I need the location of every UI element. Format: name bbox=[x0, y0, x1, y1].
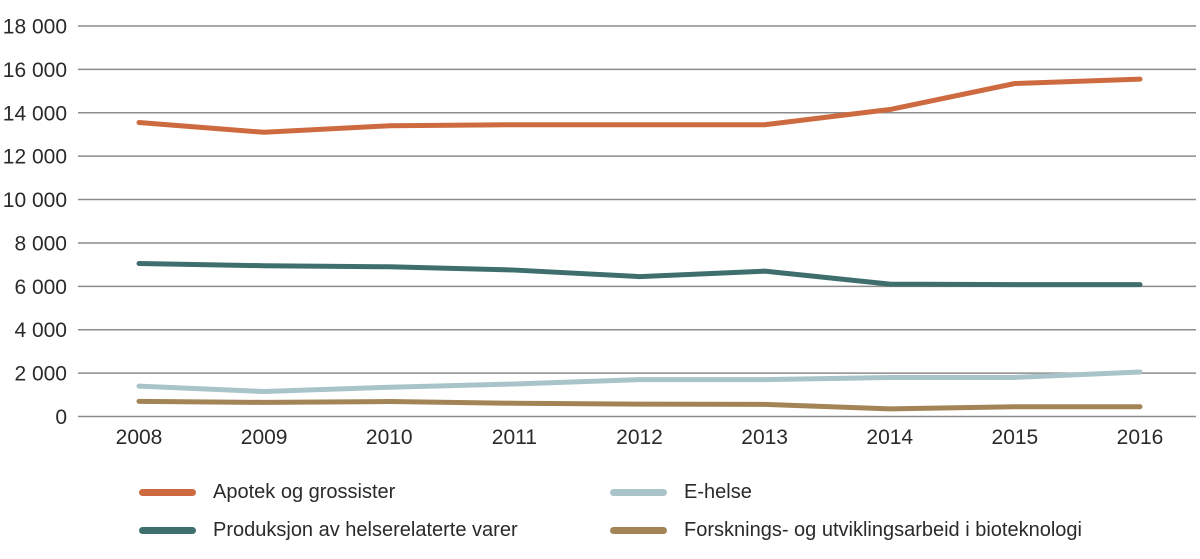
legend-label: E-helse bbox=[684, 480, 752, 503]
x-axis-tick-label: 2011 bbox=[492, 426, 537, 449]
series-line bbox=[136, 261, 1143, 288]
y-axis-tick-label: 6 000 bbox=[14, 276, 67, 299]
x-axis-tick-label: 2009 bbox=[241, 426, 288, 449]
series-line bbox=[136, 369, 1143, 395]
y-axis-tick-label: 14 000 bbox=[3, 102, 67, 125]
legend-label: Produksjon av helserelaterte varer bbox=[213, 518, 518, 541]
x-axis-tick-label: 2012 bbox=[616, 426, 663, 449]
legend-swatch-icon bbox=[139, 488, 196, 496]
legend-swatch-icon bbox=[610, 488, 667, 496]
y-axis-tick-label: 16 000 bbox=[3, 59, 67, 82]
legend-swatch-icon bbox=[139, 526, 196, 534]
legend-swatch-icon bbox=[610, 526, 667, 534]
legend-item-apotek-og-grossister: Apotek og grossister bbox=[139, 481, 395, 503]
y-axis-tick-label: 4 000 bbox=[14, 319, 67, 342]
line-chart: 0 2 000 4 000 6 000 8 000 10 000 12 000 14 000 1… bbox=[3, 16, 1196, 449]
legend-label: Apotek og grossister bbox=[213, 480, 396, 503]
legend-item-e-helse: E-helse bbox=[610, 481, 752, 503]
y-axis-tick-label: 8 000 bbox=[14, 232, 67, 255]
legend-label: Forsknings- og utviklingsarbeid i biotek… bbox=[684, 518, 1082, 541]
x-axis-tick-label: 2015 bbox=[992, 426, 1039, 449]
x-axis-tick-label: 2014 bbox=[866, 426, 913, 449]
series-line bbox=[136, 76, 1143, 135]
x-axis-tick-label: 2016 bbox=[1117, 426, 1164, 449]
legend-item-forsknings-og-utviklingsarbeid-i-bioteknologi: Forsknings- og utviklingsarbeid i biotek… bbox=[610, 519, 1082, 541]
y-axis-tick-label: 12 000 bbox=[3, 146, 67, 169]
y-axis-tick-label: 10 000 bbox=[3, 189, 67, 212]
x-axis-tick-label: 2013 bbox=[741, 426, 788, 449]
y-axis-tick-label: 0 bbox=[55, 406, 67, 429]
x-axis-tick-label: 2008 bbox=[116, 426, 163, 449]
legend-item-produksjon-av-helserelaterte-varer: Produksjon av helserelaterte varer bbox=[139, 519, 518, 541]
y-axis-tick-label: 2 000 bbox=[14, 363, 67, 386]
y-axis-tick-label: 18 000 bbox=[3, 16, 67, 39]
series-line bbox=[136, 398, 1143, 412]
x-axis-tick-label: 2010 bbox=[366, 426, 413, 449]
